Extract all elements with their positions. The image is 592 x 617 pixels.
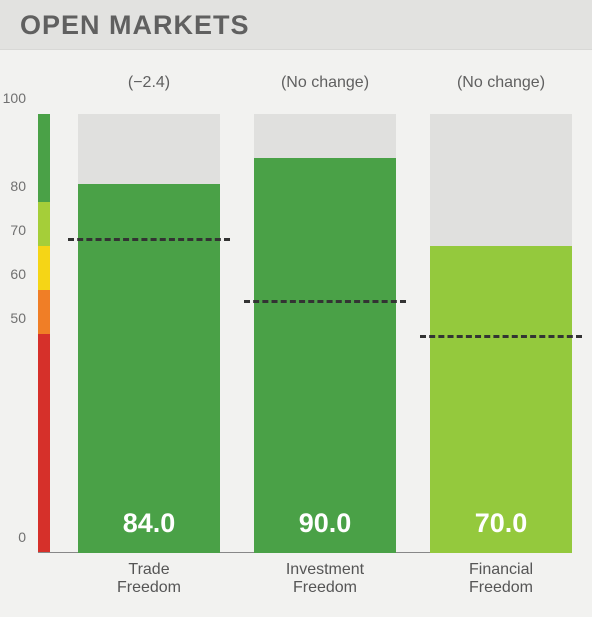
y-tick-label: 100 (3, 90, 26, 106)
open-markets-chart: 0 50 60 70 80 100 (−2.4) 84.0 Trade Freedom (No … (0, 50, 592, 617)
y-tick-label: 80 (10, 178, 26, 194)
bar-column: (No change) 70.0 Financial Freedom (430, 50, 572, 617)
y-tick-label: 0 (18, 529, 26, 545)
category-label: Investment Freedom (254, 561, 396, 598)
bar-fill (430, 246, 572, 553)
bar-column: (−2.4) 84.0 Trade Freedom (78, 50, 220, 617)
category-label: Financial Freedom (430, 561, 572, 598)
bar-slot: 84.0 (78, 114, 220, 553)
color-scale-segment (38, 334, 50, 554)
color-scale-segment (38, 246, 50, 290)
change-annotation: (No change) (430, 74, 572, 92)
benchmark-line (244, 300, 406, 303)
color-scale-segment (38, 202, 50, 246)
y-axis-labels: 050607080100 (0, 114, 30, 553)
page-title: OPEN MARKETS (20, 10, 572, 41)
y-tick-label: 70 (10, 222, 26, 238)
bar-slot: 90.0 (254, 114, 396, 553)
y-tick-label: 60 (10, 266, 26, 282)
y-axis-color-scale (38, 114, 50, 553)
change-annotation: (No change) (254, 74, 396, 92)
bar-value-label: 70.0 (430, 508, 572, 539)
bar-value-label: 84.0 (78, 508, 220, 539)
bar-column: (No change) 90.0 Investment Freedom (254, 50, 396, 617)
change-annotation: (−2.4) (78, 74, 220, 92)
color-scale-segment (38, 114, 50, 202)
category-label: Trade Freedom (78, 561, 220, 598)
bar-columns: (−2.4) 84.0 Trade Freedom (No change) 90.0 In… (58, 50, 572, 617)
bar-value-label: 90.0 (254, 508, 396, 539)
benchmark-line (68, 238, 230, 241)
bar-fill (254, 158, 396, 553)
color-scale-segment (38, 290, 50, 334)
y-tick-label: 50 (10, 310, 26, 326)
header-bar: OPEN MARKETS (0, 0, 592, 50)
benchmark-line (420, 335, 582, 338)
bar-slot: 70.0 (430, 114, 572, 553)
